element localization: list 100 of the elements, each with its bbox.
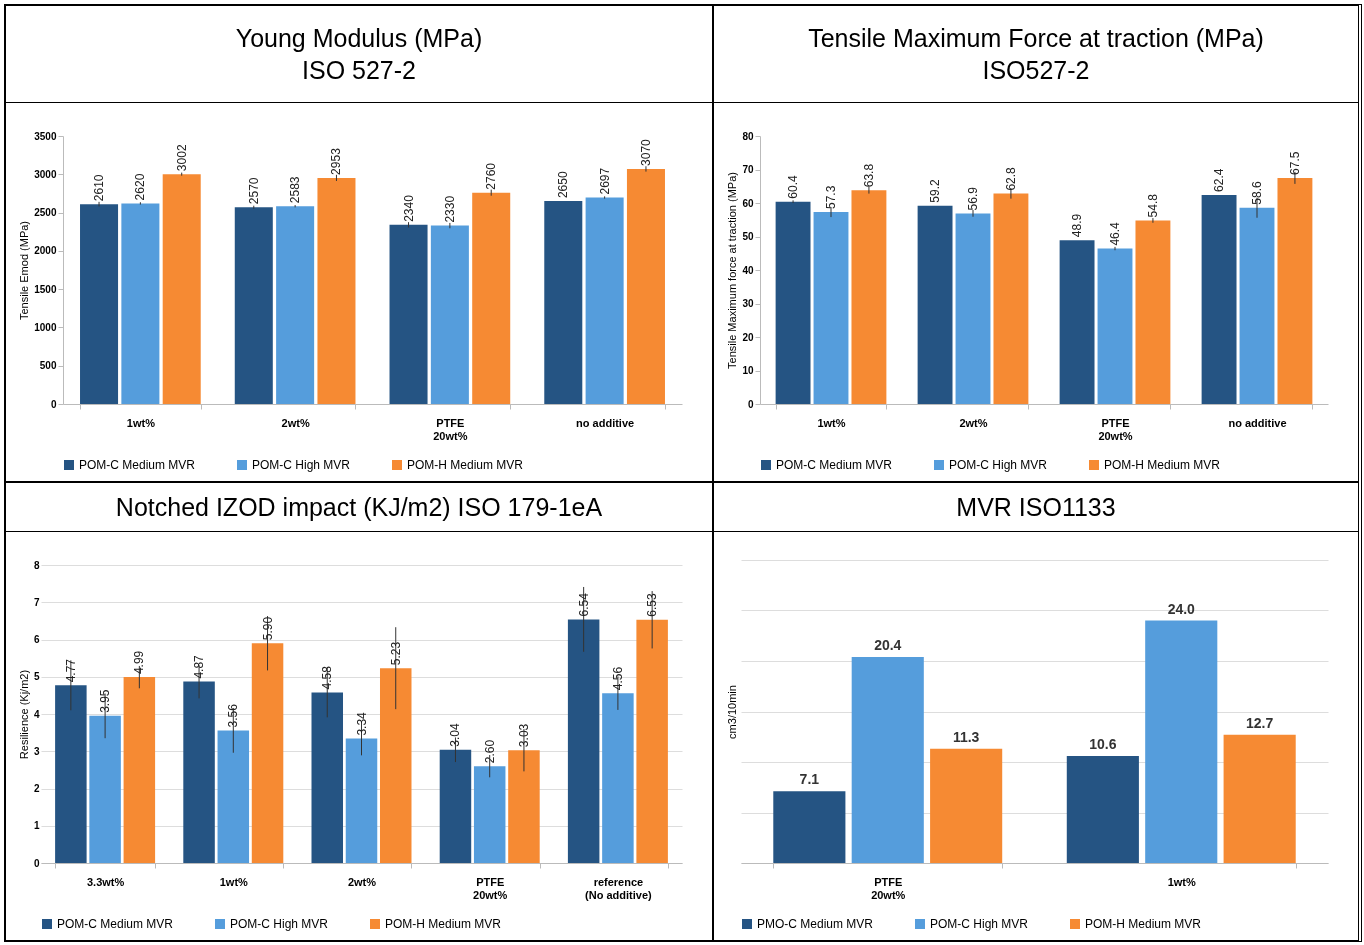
- data-label: 3002: [174, 144, 189, 172]
- data-label: 20.4: [874, 636, 902, 653]
- data-label: 11.3: [952, 728, 980, 745]
- chart-subtitle: ISO 527-2: [301, 55, 417, 86]
- data-label: 4.99: [132, 650, 147, 675]
- y-tick-label: 2000: [34, 245, 57, 257]
- data-label: 63.8: [861, 163, 876, 188]
- y-tick-label: 60: [742, 197, 754, 209]
- legend-label: POM-C Medium MVR: [57, 917, 174, 931]
- data-label: 24.0: [1167, 600, 1196, 617]
- data-label: 2610: [92, 174, 107, 202]
- x-tick-label: 2wt%: [347, 875, 377, 888]
- x-tick-label: no additive: [1228, 416, 1287, 429]
- data-label: 59.2: [928, 179, 943, 203]
- legend-label: POM-H Medium MVR: [1085, 917, 1202, 931]
- data-label: 4.58: [320, 665, 335, 690]
- y-axis-title: Tensile Emod (MPa): [18, 220, 31, 321]
- y-tick-label: 2: [33, 783, 40, 794]
- chart-title: Young Modulus (MPa): [234, 23, 484, 54]
- legend-label: PMO-C Medium MVR: [757, 917, 874, 931]
- y-tick-label: 2500: [34, 207, 57, 219]
- data-label: 4.77: [63, 658, 78, 683]
- x-tick-label: 3.3wt%: [86, 875, 125, 888]
- x-tick-label: PTFE 20wt%: [871, 875, 906, 901]
- data-label: 2583: [288, 176, 303, 204]
- x-tick-label: no additive: [576, 416, 635, 429]
- data-label: 56.9: [966, 186, 980, 211]
- legend-label: POM-C High MVR: [930, 917, 1029, 931]
- x-tick-label: 1wt%: [817, 416, 846, 429]
- x-tick-label: 1wt%: [1167, 875, 1197, 888]
- y-tick-label: 5: [33, 671, 40, 683]
- x-tick-label: 2wt%: [281, 416, 310, 429]
- data-label: 58.6: [1250, 181, 1264, 205]
- y-tick-label: 50: [742, 231, 754, 242]
- data-label: 54.8: [1145, 193, 1160, 218]
- data-label: 2697: [597, 167, 612, 195]
- x-tick-label: PTFE 20wt%: [1098, 416, 1133, 442]
- legend-label: POM-C High MVR: [230, 917, 329, 931]
- data-label: 60.4: [786, 174, 801, 199]
- data-label: 2760: [484, 162, 499, 190]
- y-tick-label: 3000: [34, 168, 57, 180]
- y-tick-label: 6: [33, 634, 40, 645]
- data-label: 62.8: [1003, 166, 1018, 191]
- data-label: 3.04: [448, 723, 463, 747]
- y-tick-label: 80: [742, 130, 754, 142]
- legend-label: POM-C High MVR: [252, 458, 351, 472]
- data-label: 2953: [329, 147, 344, 175]
- legend-label: POM-H Medium MVR: [1104, 458, 1221, 472]
- chart-title: Tensile Maximum Force at traction (MPa): [807, 23, 1265, 54]
- y-tick-label: 20: [742, 331, 754, 343]
- y-tick-label: 8: [33, 559, 40, 571]
- y-tick-label: 500: [39, 360, 57, 372]
- y-tick-label: 70: [742, 164, 754, 175]
- data-label: 62.4: [1212, 168, 1227, 192]
- y-tick-label: 7: [33, 596, 40, 608]
- x-tick-label: PTFE 20wt%: [473, 875, 508, 901]
- legend-label: POM-H Medium MVR: [407, 458, 524, 472]
- x-tick-label: PTFE 20wt%: [433, 416, 468, 442]
- data-label: 7.1: [799, 771, 820, 788]
- x-tick-label: reference (No additive): [585, 875, 653, 901]
- y-tick-label: 3500: [34, 130, 57, 142]
- data-label: 3.56: [226, 703, 241, 728]
- legend-label: POM-C Medium MVR: [79, 458, 196, 472]
- data-label: 57.3: [824, 185, 838, 210]
- data-label: 3070: [638, 138, 653, 166]
- y-tick-label: 0: [50, 398, 57, 410]
- data-label: 4.56: [610, 666, 625, 691]
- y-tick-label: 4: [33, 708, 40, 720]
- data-label: 3.03: [516, 723, 531, 748]
- chart-title: Notched IZOD impact (KJ/m2) ISO 179-1eA: [114, 492, 604, 523]
- data-label: 2650: [556, 171, 571, 199]
- data-label: 2340: [401, 194, 416, 222]
- data-label: 2570: [246, 177, 261, 205]
- data-label: 4.87: [192, 654, 207, 679]
- y-axis-title: cm3/10min: [725, 685, 738, 739]
- y-tick-label: 0: [747, 398, 754, 410]
- data-label: 67.5: [1287, 151, 1302, 175]
- data-label: 2330: [442, 195, 457, 223]
- y-tick-label: 1: [33, 820, 40, 832]
- y-axis-title: Resilience (Kj/m2): [17, 669, 30, 760]
- data-label: 12.7: [1246, 714, 1274, 731]
- data-label: 5.90: [260, 616, 275, 641]
- data-label: 5.23: [388, 641, 403, 666]
- data-label: 2.60: [482, 739, 497, 764]
- y-tick-label: 30: [742, 298, 754, 309]
- legend-label: POM-C High MVR: [949, 458, 1048, 472]
- data-label: 10.6: [1089, 735, 1117, 752]
- data-label: 48.9: [1070, 213, 1085, 238]
- data-label: 46.4: [1108, 221, 1122, 246]
- chart-title: MVR ISO1133: [955, 492, 1117, 523]
- x-tick-label: 1wt%: [219, 875, 249, 888]
- legend-label: POM-C Medium MVR: [776, 458, 893, 472]
- data-label: 3.95: [98, 689, 113, 713]
- x-tick-label: 1wt%: [126, 416, 156, 429]
- y-tick-label: 40: [742, 264, 754, 276]
- y-tick-label: 1000: [34, 321, 57, 333]
- data-label: 6.54: [576, 592, 591, 617]
- y-tick-label: 0: [33, 857, 40, 869]
- y-axis-title: Tensile Maximum force at traction (MPa): [726, 172, 739, 369]
- y-tick-label: 1500: [34, 283, 57, 295]
